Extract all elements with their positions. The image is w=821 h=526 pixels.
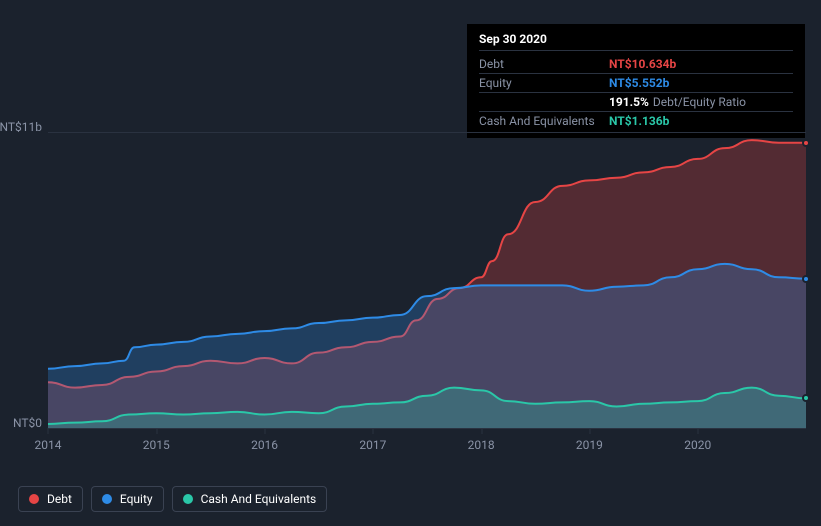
legend-label: Equity <box>120 492 153 506</box>
y-axis-label-top: NT$11b <box>0 120 42 134</box>
tooltip-value: NT$10.634b <box>609 57 676 71</box>
tooltip-subtext: Debt/Equity Ratio <box>653 95 746 109</box>
x-axis-tick: 2015 <box>143 438 170 452</box>
debt-equity-chart: NT$11b NT$0 2014201520162017201820192020 <box>18 120 806 460</box>
x-axis-tick: 2018 <box>468 438 495 452</box>
x-axis-tick: 2017 <box>359 438 386 452</box>
legend-item[interactable]: Cash And Equivalents <box>172 486 328 512</box>
series-end-marker <box>802 139 810 147</box>
tooltip-value: NT$5.552b <box>609 76 669 90</box>
series-end-marker <box>802 275 810 283</box>
legend-item[interactable]: Equity <box>91 486 164 512</box>
legend-dot-icon <box>102 494 112 504</box>
tooltip-label <box>479 95 609 109</box>
gridline <box>48 428 806 429</box>
tooltip-label: Debt <box>479 57 609 71</box>
tooltip-row: DebtNT$10.634b <box>479 55 793 74</box>
x-axis-tick: 2019 <box>576 438 603 452</box>
tooltip-row: EquityNT$5.552b <box>479 74 793 93</box>
tooltip-row: 191.5%Debt/Equity Ratio <box>479 93 793 112</box>
x-axis-tick: 2016 <box>251 438 278 452</box>
legend-label: Debt <box>47 492 72 506</box>
legend-dot-icon <box>183 494 193 504</box>
legend: Debt Equity Cash And Equivalents <box>18 486 327 512</box>
y-axis-label-bottom: NT$0 <box>0 416 42 430</box>
legend-label: Cash And Equivalents <box>201 492 317 506</box>
legend-item[interactable]: Debt <box>18 486 83 512</box>
series-end-marker <box>802 394 810 402</box>
tooltip-rows: DebtNT$10.634bEquityNT$5.552b191.5%Debt/… <box>479 55 793 130</box>
tooltip-label: Equity <box>479 76 609 90</box>
chart-svg <box>48 132 806 428</box>
plot-area <box>48 132 806 428</box>
legend-dot-icon <box>29 494 39 504</box>
tooltip-value: 191.5%Debt/Equity Ratio <box>609 95 746 109</box>
tooltip-date: Sep 30 2020 <box>479 32 793 51</box>
x-axis-tick: 2014 <box>35 438 62 452</box>
x-axis-tick: 2020 <box>684 438 711 452</box>
